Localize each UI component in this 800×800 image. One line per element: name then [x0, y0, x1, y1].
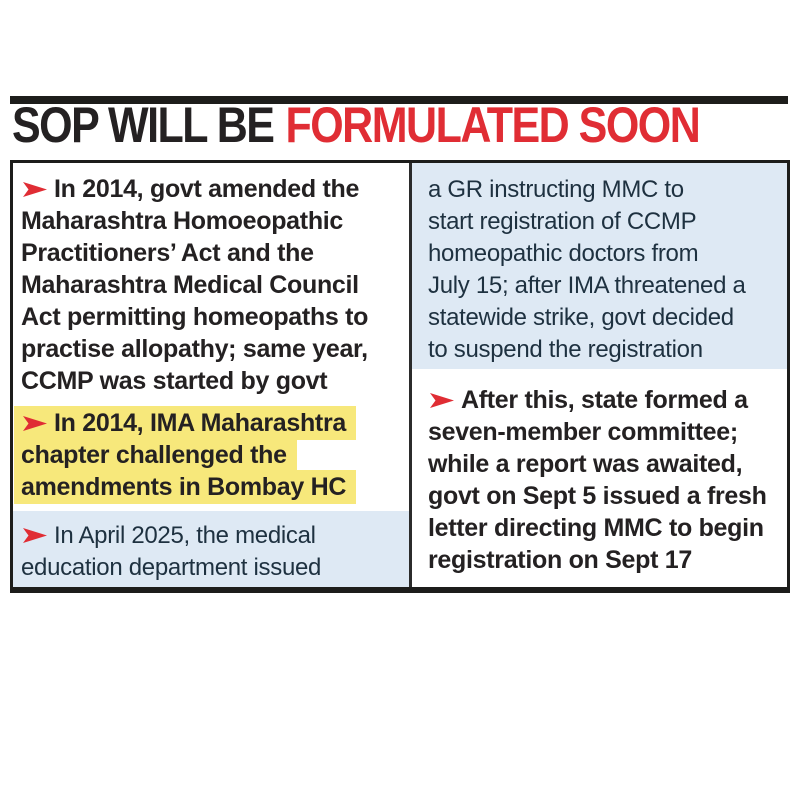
- yellow-highlight: In 2014, IMA Maharashtra chapter challen…: [14, 406, 357, 504]
- right-column-blue-panel: a GR instructing MMC to start registrati…: [412, 163, 787, 369]
- bullet-arrow-icon: [430, 384, 454, 416]
- bullet-2014-amendments: In 2014, govt amended the Maharashtra Ho…: [21, 173, 401, 397]
- headline-black-text: SOP WILL BE: [12, 98, 275, 154]
- factbox: In 2014, govt amended the Maharashtra Ho…: [10, 160, 790, 593]
- headline: SOP WILL BE FORMULATED SOON: [12, 96, 792, 156]
- bullet-arrow-icon: [23, 407, 47, 439]
- bullet-april-2025-continuation: a GR instructing MMC to start registrati…: [428, 176, 746, 363]
- bullet-april-2025: In April 2025, the medical education dep…: [21, 520, 401, 584]
- bullet-arrow-icon: [23, 173, 47, 205]
- headline-red-text: FORMULATED SOON: [285, 98, 700, 154]
- left-column-white-panel: In 2014, govt amended the Maharashtra Ho…: [13, 163, 409, 504]
- bullet-ima-challenge: In 2014, IMA Maharashtra chapter challen…: [14, 406, 401, 504]
- bullet-text: In 2014, IMA Maharashtra chapter challen…: [21, 409, 347, 501]
- top-rule-divider: [10, 96, 788, 104]
- bullet-text: After this, state formed a seven-member …: [428, 386, 767, 574]
- bullet-text: In April 2025, the medical education dep…: [21, 522, 322, 581]
- right-column: a GR instructing MMC to start registrati…: [412, 163, 787, 587]
- bullet-text: In 2014, govt amended the Maharashtra Ho…: [21, 175, 369, 395]
- left-column-blue-panel: In April 2025, the medical education dep…: [13, 511, 409, 587]
- left-column: In 2014, govt amended the Maharashtra Ho…: [13, 163, 412, 587]
- bullet-arrow-icon: [23, 520, 47, 552]
- right-column-white-panel: After this, state formed a seven-member …: [412, 369, 787, 587]
- bullet-committee-sept17: After this, state formed a seven-member …: [428, 384, 783, 576]
